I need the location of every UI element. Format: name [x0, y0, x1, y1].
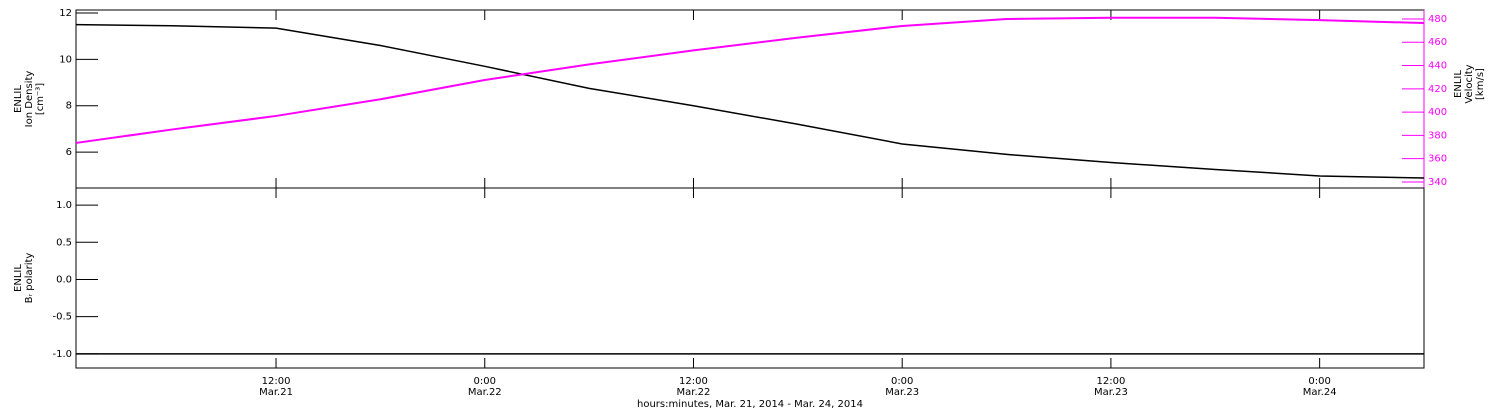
series-line [75, 16, 1425, 144]
y-tick-label: 10 [59, 54, 72, 65]
series-line [75, 23, 1425, 179]
y-axis-label: ENLIL [13, 264, 24, 292]
y-tick-label: 1.0 [56, 200, 72, 211]
y2-tick-label: 420 [1428, 84, 1447, 95]
y2-tick-label: 480 [1428, 14, 1447, 25]
y-axis-label: ENLIL [13, 85, 24, 113]
x-axis-label: hours:minutes, Mar. 21, 2014 - Mar. 24, … [637, 399, 863, 410]
x-tick-label: 0:00 Mar.24 [1303, 376, 1337, 398]
y2-axis-label: ENLIL [1453, 70, 1464, 98]
y-tick-label: 12 [59, 8, 72, 19]
plot-frame [75, 9, 1425, 189]
x-tick-label: 12:00 Mar.22 [677, 376, 711, 398]
x-tick-label: 12:00 Mar.21 [259, 376, 293, 398]
x-tick-label: 12:00 Mar.23 [1094, 376, 1128, 398]
y-tick-label: 8 [66, 101, 72, 112]
y-axis-label: Bᵣ polarity [24, 253, 35, 304]
plot-frame [75, 187, 1425, 369]
y-tick-label: 0.0 [56, 274, 72, 285]
y-tick-label: -1.0 [52, 349, 72, 360]
y2-tick-label: 400 [1428, 107, 1447, 118]
x-tick-label: 0:00 Mar.22 [468, 376, 502, 398]
y2-tick-label: 380 [1428, 130, 1447, 141]
y2-tick-label: 360 [1428, 154, 1447, 165]
y-tick-label: 6 [66, 147, 72, 158]
y-tick-label: -0.5 [52, 312, 72, 323]
y-tick-label: 0.5 [56, 237, 72, 248]
y2-axis-label: Velocity [1464, 64, 1475, 103]
y-axis-label: [cm⁻³] [35, 83, 46, 115]
y2-tick-label: 340 [1428, 177, 1447, 188]
x-tick-label: 0:00 Mar.23 [885, 376, 919, 398]
y2-tick-label: 440 [1428, 61, 1447, 72]
y2-axis-label: [km/s] [1475, 68, 1486, 100]
y2-tick-label: 460 [1428, 37, 1447, 48]
y-axis-label: Ion Density [24, 71, 35, 128]
